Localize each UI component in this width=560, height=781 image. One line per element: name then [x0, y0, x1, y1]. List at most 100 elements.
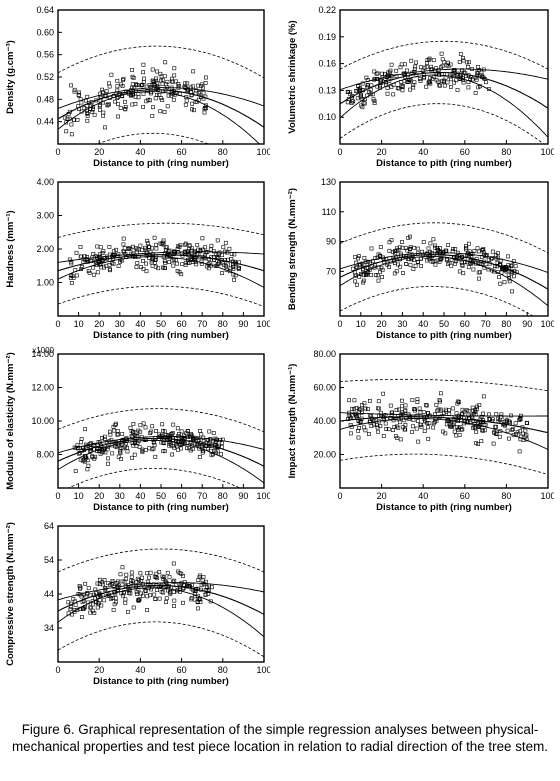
- y-tick-label: 0.64: [36, 5, 54, 15]
- data-point: [467, 60, 471, 65]
- data-point: [162, 266, 167, 271]
- data-point: [150, 447, 155, 452]
- data-point: [99, 603, 104, 608]
- data-point: [434, 418, 439, 423]
- x-axis-label: Distance to pith (ring number): [93, 502, 229, 513]
- data-point: [124, 436, 129, 441]
- chart-volumetric-shrinkage: 0 20 40 60 80 100 0.10 0.13 0.16 0.19 0.22 Distance…: [287, 5, 554, 169]
- data-point: [155, 93, 159, 97]
- data-point: [98, 577, 102, 582]
- data-point: [378, 424, 383, 428]
- data-point: [171, 579, 176, 584]
- data-point: [452, 80, 457, 85]
- x-tick-label: 80: [501, 491, 511, 501]
- data-point: [159, 78, 164, 83]
- data-point: [69, 261, 74, 266]
- data-point: [167, 584, 171, 589]
- data-point: [139, 83, 144, 88]
- data-point: [131, 251, 136, 256]
- data-point: [459, 75, 463, 80]
- x-tick-label: 20: [377, 319, 387, 329]
- data-point: [164, 584, 169, 588]
- data-point: [395, 86, 400, 90]
- data-point: [166, 252, 170, 257]
- data-point: [359, 272, 363, 276]
- data-point: [443, 431, 448, 436]
- y-tick-label: 2.00: [36, 244, 54, 254]
- data-point: [509, 413, 513, 418]
- data-point: [232, 277, 237, 282]
- data-point: [157, 596, 162, 601]
- data-point: [176, 82, 181, 86]
- data-point: [199, 261, 204, 266]
- data-point: [140, 82, 145, 87]
- data-point: [518, 417, 523, 422]
- data-point: [478, 270, 483, 275]
- data-point: [510, 263, 515, 268]
- data-point: [186, 429, 190, 433]
- data-point: [494, 264, 499, 269]
- data-point: [104, 89, 109, 94]
- data-point: [469, 254, 474, 259]
- data-point: [166, 434, 170, 439]
- data-point: [181, 586, 186, 591]
- data-point: [378, 245, 383, 249]
- data-point: [455, 401, 460, 406]
- data-point: [361, 266, 365, 271]
- data-point: [151, 252, 155, 257]
- data-point: [425, 251, 430, 256]
- data-point: [79, 100, 84, 105]
- x-tick-label: 20: [94, 665, 104, 675]
- data-point: [431, 237, 436, 242]
- data-point: [470, 251, 475, 256]
- data-point: [190, 107, 194, 112]
- data-point: [428, 81, 433, 86]
- data-point: [175, 589, 179, 594]
- data-point: [411, 258, 416, 263]
- data-point: [419, 422, 423, 427]
- data-point: [388, 68, 393, 73]
- data-point: [105, 256, 109, 261]
- data-point: [107, 81, 111, 86]
- data-point: [174, 258, 178, 263]
- x-tick-label: 20: [377, 491, 387, 501]
- data-point: [469, 258, 474, 263]
- data-point: [170, 431, 175, 435]
- data-point: [178, 583, 183, 587]
- data-point: [450, 71, 455, 76]
- data-point: [409, 257, 414, 262]
- data-point: [398, 264, 403, 269]
- data-point: [197, 455, 202, 459]
- data-point: [161, 238, 166, 243]
- data-point: [425, 421, 430, 425]
- data-point: [175, 261, 179, 266]
- chart-hardness: 0 10 20 30 40 50 60 70 80 90 100 1.00 2.00 3.00 4.00 Di…: [5, 177, 270, 341]
- x-axis-label: Distance to pith (ring number): [376, 158, 512, 169]
- data-point: [180, 442, 185, 446]
- data-point: [87, 101, 91, 105]
- x-tick-label: 10: [74, 319, 84, 329]
- data-point: [519, 434, 523, 439]
- x-tick-label: 70: [481, 319, 491, 329]
- data-point: [163, 579, 168, 583]
- data-point: [92, 112, 97, 117]
- data-point: [200, 236, 205, 241]
- data-point: [201, 435, 206, 440]
- data-point: [489, 257, 494, 261]
- data-point: [504, 267, 509, 272]
- data-point: [174, 436, 178, 441]
- data-point: [354, 260, 358, 265]
- data-point: [179, 580, 184, 585]
- data-point: [102, 265, 107, 270]
- data-point: [362, 262, 367, 267]
- data-point: [232, 252, 237, 257]
- data-point: [195, 438, 200, 443]
- data-point: [151, 446, 156, 451]
- data-point: [396, 86, 401, 91]
- data-point: [203, 94, 208, 99]
- data-point: [94, 591, 98, 595]
- data-point: [201, 575, 206, 579]
- data-point: [148, 249, 153, 254]
- data-point: [466, 265, 471, 270]
- data-point: [102, 577, 107, 582]
